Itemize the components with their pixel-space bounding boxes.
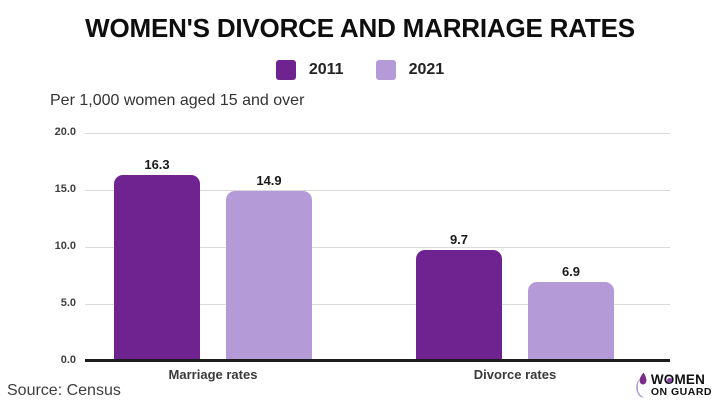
legend-label-2021: 2021 (408, 61, 445, 78)
value-label-divorce-2011: 9.7 (449, 232, 469, 248)
gridline-5: 5.0 (61, 297, 670, 309)
legend: 2011 2021 (0, 60, 720, 80)
y-tick-10: 10.0 (54, 240, 76, 252)
y-tick-0: 0.0 (60, 354, 76, 366)
bar-col-divorce-2021: 6.9 (528, 133, 614, 361)
chart-title: WOMEN'S DIVORCE AND MARRIAGE RATES (85, 13, 635, 43)
women-on-guard-logo-icon (635, 372, 647, 398)
bar-divorce-2011 (416, 250, 502, 361)
gridline-10: 10.0 (55, 240, 670, 252)
x-category-marriage-rates: Marriage rates (168, 367, 258, 382)
logo-line-women: WOMEN (651, 373, 712, 387)
value-label-marriage-2021: 14.9 (256, 173, 282, 189)
plot-area: 20.0 15.0 10.0 5.0 0.0 16.3 14.9 9.7 (55, 126, 670, 382)
x-category-divorce-rates: Divorce rates (473, 367, 557, 382)
bar-divorce-2021 (528, 282, 614, 361)
bar-group-divorce-rates: 9.7 6.9 (416, 133, 614, 361)
bar-col-marriage-2021: 14.9 (226, 133, 312, 361)
legend-swatch-2011 (275, 60, 296, 80)
bar-col-marriage-2011: 16.3 (114, 133, 200, 361)
axis-units-label: Per 1,000 women aged 15 and over (50, 92, 305, 109)
legend-item-2011: 2011 (275, 60, 344, 80)
gridline-20: 20.0 (55, 126, 670, 138)
logo-letter-w: W (650, 372, 664, 387)
legend-item-2021: 2021 (375, 60, 445, 80)
bar-col-divorce-2011: 9.7 (416, 133, 502, 361)
y-tick-5: 5.0 (60, 297, 76, 309)
value-label-divorce-2021: 6.9 (561, 264, 581, 280)
gridline-15: 15.0 (55, 183, 670, 195)
bar-marriage-2021 (226, 191, 312, 361)
value-label-marriage-2011: 16.3 (144, 157, 170, 173)
logo-text: WOMEN ON GUARD (651, 373, 712, 397)
women-on-guard-logo: WOMEN ON GUARD (634, 372, 712, 398)
logo-letter-o: O (663, 372, 675, 387)
bar-group-marriage-rates: 16.3 14.9 (114, 133, 312, 361)
legend-swatch-2021 (375, 60, 396, 80)
x-axis-line (85, 359, 670, 362)
y-tick-15: 15.0 (54, 183, 76, 195)
logo-line-on-guard: ON GUARD (650, 385, 712, 398)
legend-label-2011: 2011 (308, 61, 344, 78)
logo-letters-men: MEN (674, 372, 706, 387)
bar-marriage-2011 (114, 175, 200, 361)
y-tick-20: 20.0 (54, 126, 76, 138)
source-note: Source: Census (7, 382, 121, 399)
